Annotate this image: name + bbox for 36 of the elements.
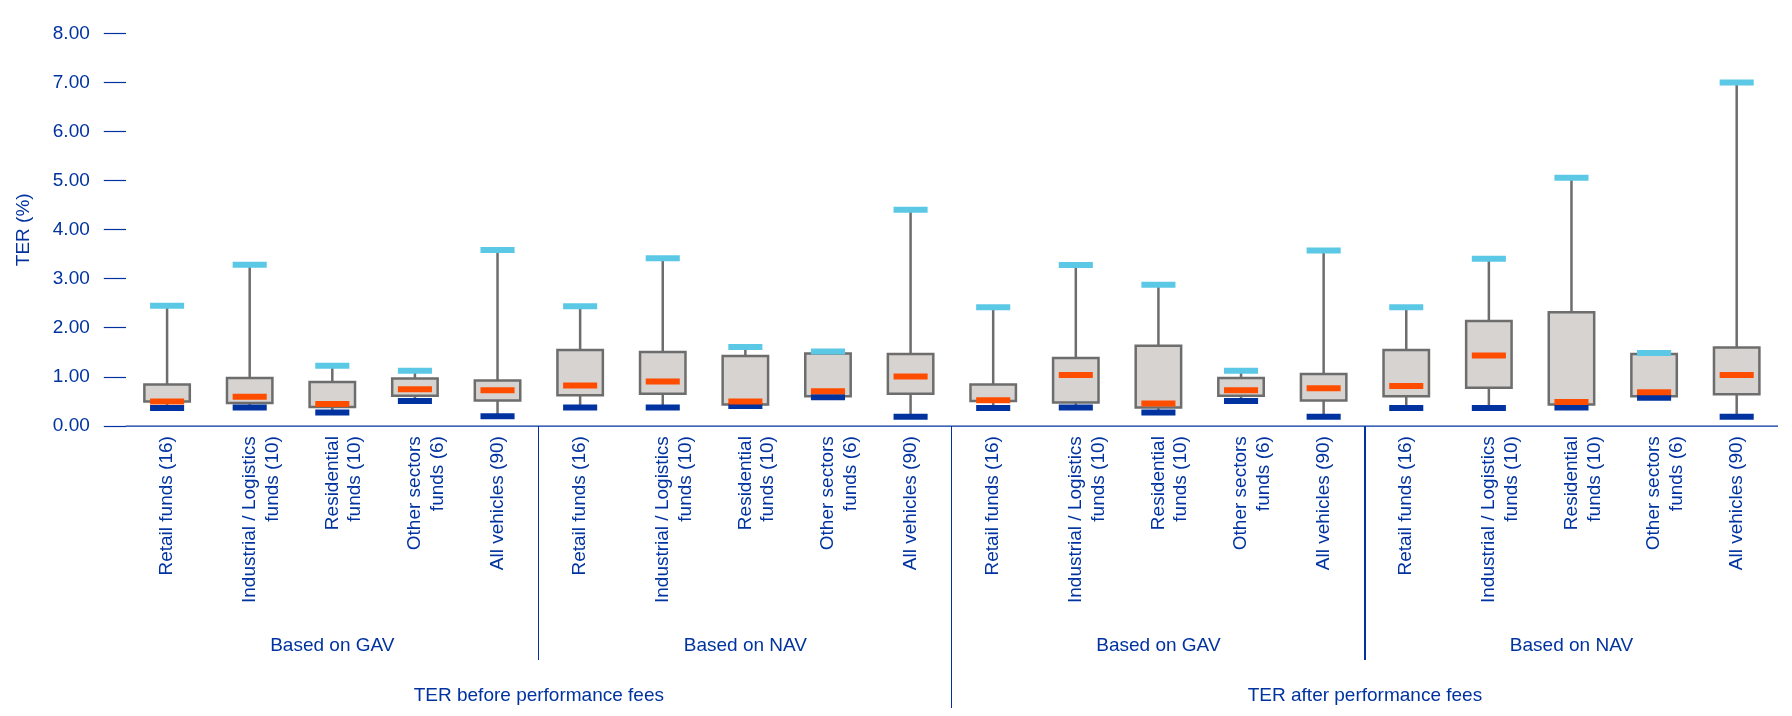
y-tick-label: 7.00 (52, 70, 90, 92)
x-tick-label: Residential funds (10) (733, 436, 778, 531)
text: TER before performance fees (413, 684, 664, 706)
x-tick-label: Retail funds (16) (568, 436, 590, 576)
text: Based on GAV (1096, 634, 1221, 656)
y-tick-label: 4.00 (52, 218, 90, 240)
x-tick-label: All vehicles (90) (485, 436, 507, 571)
x-tick-label: Other sectors funds (6) (1642, 436, 1687, 551)
x-tick-label: All vehicles (90) (1724, 436, 1746, 571)
y-tick-label: 8.00 (52, 21, 90, 43)
x-tick-label: Retail funds (16) (981, 436, 1003, 576)
y-axis-title: TER (%) (11, 193, 33, 267)
x-tick-label: Retail funds (16) (155, 436, 177, 576)
x-tick-label: Residential funds (10) (1146, 436, 1191, 531)
text: Based on GAV (270, 634, 395, 656)
y-tick-label: 0.00 (52, 414, 90, 436)
y-tick-label: 1.00 (52, 365, 90, 387)
x-tick-label: Industrial / Logistics funds (10) (1477, 436, 1521, 604)
y-tick-label: 5.00 (52, 168, 90, 190)
y-tick-label: 2.00 (52, 316, 90, 338)
x-tick-label: Residential funds (10) (320, 436, 365, 531)
text: Based on NAV (1509, 634, 1634, 656)
x-tick-label: Other sectors funds (6) (816, 436, 861, 551)
x-tick-label: Industrial / Logistics funds (10) (1064, 436, 1108, 604)
x-tick-label: Retail funds (16) (1394, 436, 1416, 576)
x-tick-label: All vehicles (90) (1311, 436, 1333, 571)
x-tick-label: Other sectors funds (6) (403, 436, 447, 551)
x-tick-label: Other sectors funds (6) (1229, 436, 1274, 551)
x-tick-label: All vehicles (90) (898, 436, 920, 571)
x-tick-label: Industrial / Logistics funds (10) (237, 436, 282, 604)
text: TER after performance fees (1247, 684, 1483, 706)
text: Based on NAV (683, 634, 808, 656)
y-tick-label: 6.00 (52, 119, 90, 141)
y-tick-label: 3.00 (52, 267, 90, 289)
x-tick-label: Industrial / Logistics funds (10) (650, 436, 695, 604)
x-tick-label: Residential funds (10) (1559, 436, 1604, 531)
